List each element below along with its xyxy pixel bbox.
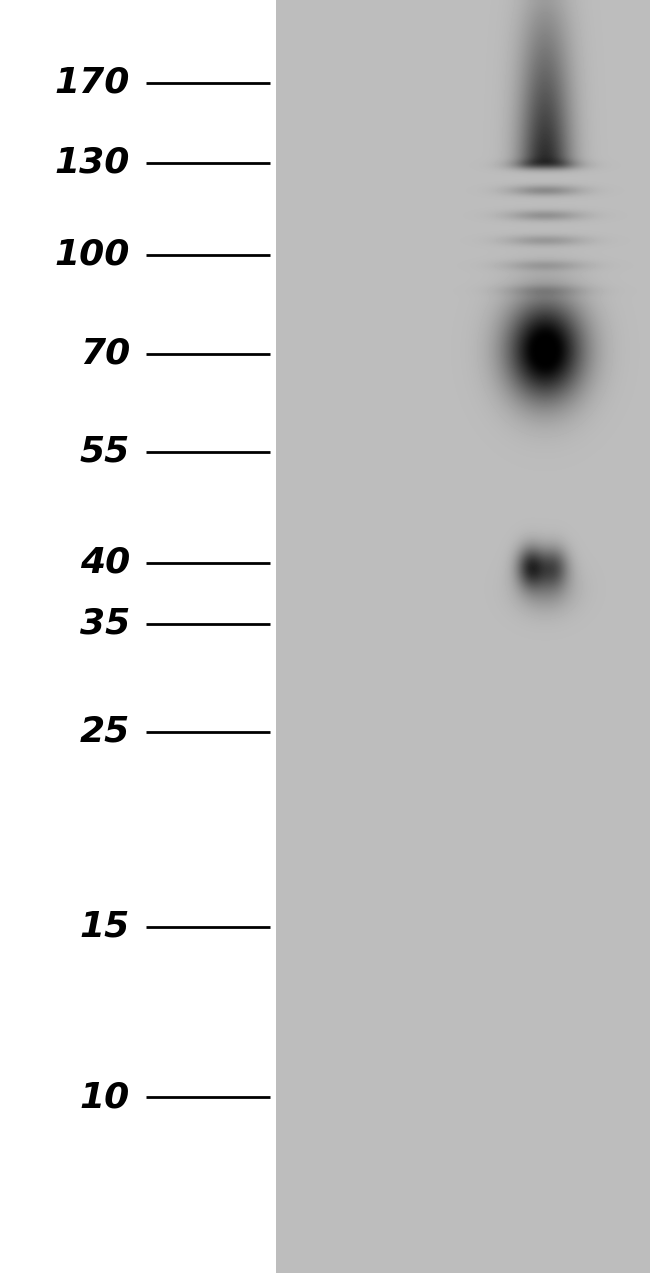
Text: 35: 35 <box>80 607 130 640</box>
Text: 70: 70 <box>80 337 130 370</box>
Text: 40: 40 <box>80 546 130 579</box>
Bar <box>0 0 276 1273</box>
Text: 100: 100 <box>55 238 130 271</box>
Bar <box>276 0 650 1273</box>
Text: 15: 15 <box>80 910 130 943</box>
Text: 25: 25 <box>80 715 130 749</box>
Text: 130: 130 <box>55 146 130 179</box>
Text: 55: 55 <box>80 435 130 468</box>
Text: 170: 170 <box>55 66 130 99</box>
Text: 10: 10 <box>80 1081 130 1114</box>
